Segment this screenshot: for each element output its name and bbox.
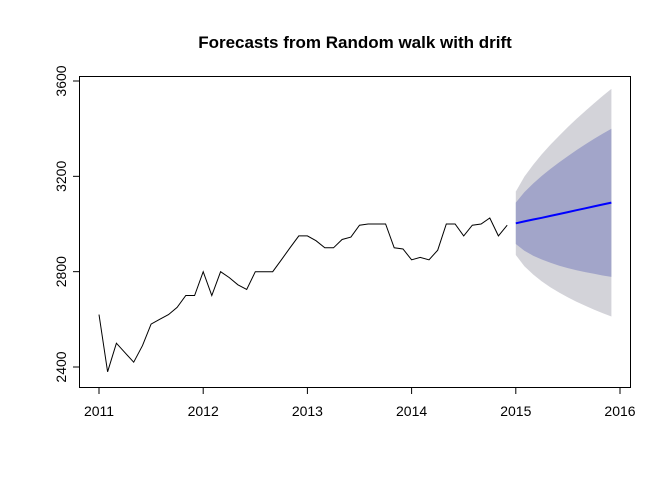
x-tick-label: 2013 xyxy=(292,403,323,419)
x-tick-label: 2011 xyxy=(84,403,114,419)
x-axis: 2011 2012 2013 2014 2015 2016 xyxy=(84,387,636,419)
forecast-mean-line xyxy=(515,201,612,225)
x-tick-label: 2015 xyxy=(500,403,531,419)
prediction-intervals xyxy=(515,88,612,317)
y-tick-label: 2400 xyxy=(53,351,69,382)
y-axis: 2400 2800 3200 3600 xyxy=(53,65,80,383)
x-tick-label: 2016 xyxy=(604,403,635,419)
y-tick-label: 2800 xyxy=(53,256,69,287)
pi80-band xyxy=(515,128,612,277)
chart-title: Forecasts from Random walk with drift xyxy=(198,33,512,52)
y-tick-label: 3600 xyxy=(53,65,69,96)
x-tick-label: 2014 xyxy=(396,403,427,419)
x-tick-label: 2012 xyxy=(188,403,219,419)
y-tick-label: 3200 xyxy=(53,161,69,192)
history-series-line xyxy=(98,217,508,372)
